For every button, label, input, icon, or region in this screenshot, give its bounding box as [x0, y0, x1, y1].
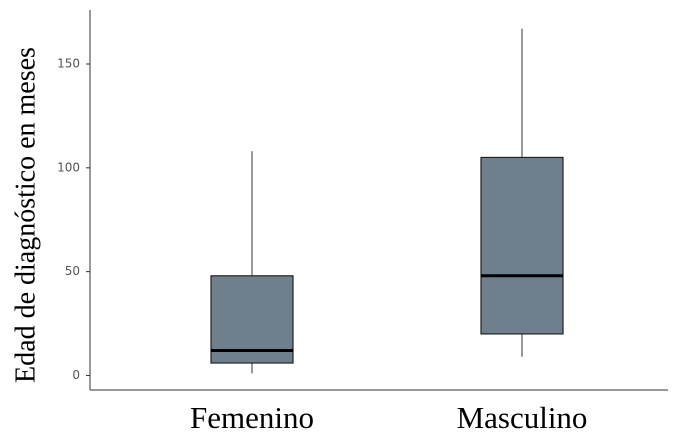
y-axis-label: Edad de diagnóstico en meses [10, 47, 41, 383]
y-tick-label: 0 [72, 368, 80, 382]
x-tick-label: Masculino [457, 400, 588, 435]
y-tick-label: 150 [57, 56, 80, 70]
y-tick-label: 100 [57, 160, 80, 174]
box [480, 156, 564, 335]
x-tick-label: Femenino [190, 400, 314, 435]
box [210, 275, 294, 364]
y-tick-label: 50 [65, 264, 80, 278]
